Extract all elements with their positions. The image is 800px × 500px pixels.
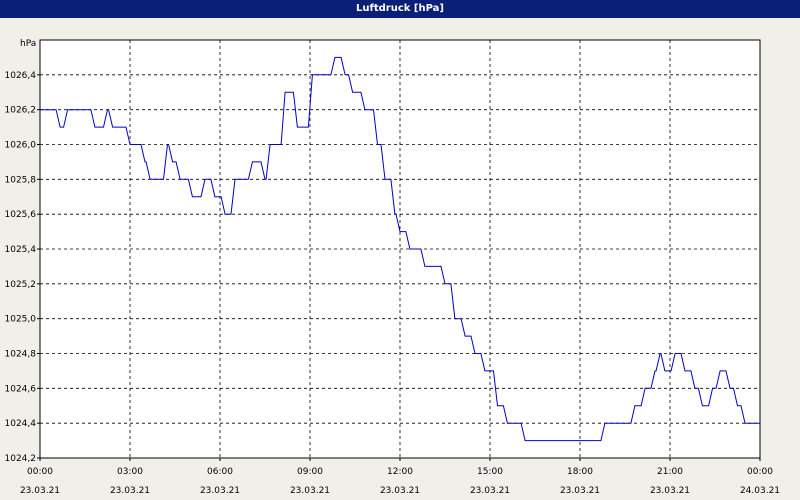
x-tick-label-date: 23.03.21 (560, 486, 600, 496)
x-tick-label-date: 23.03.21 (380, 486, 420, 496)
chart-svg: 1024,2 1024,4 1024,6 1024,8 1025,0 1025,2 1025… (5, 39, 781, 496)
x-tick-label-date: 23.03.21 (110, 486, 150, 496)
y-tick-label: 1026,2 (5, 106, 37, 116)
y-tick-label: 1025,6 (5, 210, 37, 220)
chart-area: 1024,2 1024,4 1024,6 1024,8 1025,0 1025,2 1025… (0, 18, 800, 500)
x-tick-label-date: 23.03.21 (200, 486, 240, 496)
chart-title-bar: Luftdruck [hPa] (0, 0, 800, 18)
x-tick-label-time: 18:00 (567, 467, 593, 477)
x-tick-label-time: 12:00 (387, 467, 413, 477)
x-tick-label-time: 21:00 (657, 467, 683, 477)
y-tick-label: 1025,8 (5, 175, 37, 185)
x-tick-label-date: 23.03.21 (650, 486, 690, 496)
x-tick-label-date: 23.03.21 (470, 486, 510, 496)
x-tick-label-time: 03:00 (117, 467, 143, 477)
y-axis: 1024,2 1024,4 1024,6 1024,8 1025,0 1025,2 1025… (5, 71, 40, 464)
x-tick-label-time: 15:00 (477, 467, 503, 477)
y-tick-label: 1025,2 (5, 280, 37, 290)
y-tick-label: 1024,8 (5, 350, 37, 360)
x-axis: 00:00 23.03.21 03:00 23.03.21 06:00 23.03.21 0… (20, 458, 780, 496)
x-tick-label-time: 00:00 (27, 467, 53, 477)
y-tick-label: 1026,4 (5, 71, 37, 81)
y-tick-label: 1024,6 (5, 384, 37, 394)
series-line-luftdruck (40, 56, 760, 442)
chart-title: Luftdruck [hPa] (356, 3, 444, 14)
x-tick-label-time: 00:00 (747, 467, 773, 477)
x-tick-label-time: 09:00 (297, 467, 323, 477)
x-tick-label-date: 23.03.21 (20, 486, 60, 496)
y-tick-label: 1024,4 (5, 419, 37, 429)
y-tick-label: 1025,0 (5, 315, 37, 325)
y-tick-label: 1026,0 (5, 141, 37, 151)
x-tick-label-date: 23.03.21 (290, 486, 330, 496)
y-tick-label: 1025,4 (5, 245, 37, 255)
x-tick-label-time: 06:00 (207, 467, 233, 477)
x-tick-label-date: 24.03.21 (740, 486, 780, 496)
y-axis-label: hPa (20, 39, 36, 49)
y-tick-label: 1024,2 (5, 454, 37, 464)
